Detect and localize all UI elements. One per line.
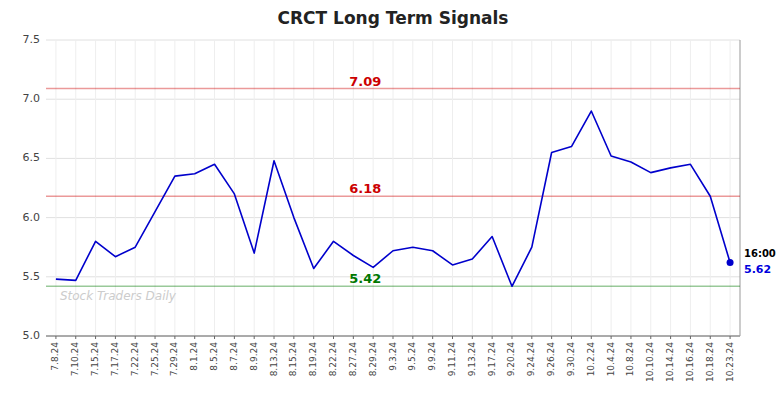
x-tick-label: 8.22.24 bbox=[328, 342, 338, 377]
x-tick-label: 7.8.24 bbox=[50, 342, 60, 371]
x-tick-label: 10.2.24 bbox=[586, 342, 596, 377]
x-grid-line bbox=[630, 40, 631, 336]
x-tick-label: 10.8.24 bbox=[625, 342, 635, 377]
x-grid-line bbox=[551, 40, 552, 336]
x-tick-label: 9.24.24 bbox=[526, 342, 536, 377]
x-tick-label: 9.20.24 bbox=[506, 342, 516, 377]
x-tick-label: 8.9.24 bbox=[249, 342, 259, 371]
chart: 5.0 5.5 6.0 6.5 7.0 7.5 7.8.24 7.10.24 7.15.24 7.… bbox=[0, 0, 784, 398]
series bbox=[56, 111, 734, 286]
x-tick-label: 8.29.24 bbox=[368, 342, 378, 377]
x-tick-label: 10.18.24 bbox=[705, 342, 715, 382]
x-tick-label: 7.15.24 bbox=[90, 342, 100, 377]
x-grid-line bbox=[55, 40, 56, 336]
x-tick-label: 8.15.24 bbox=[288, 342, 298, 377]
x-tick-label: 10.23.24 bbox=[725, 342, 735, 382]
reference-label: 6.18 bbox=[349, 181, 381, 196]
x-grid-line bbox=[571, 40, 572, 336]
x-tick-label: 8.27.24 bbox=[348, 342, 358, 377]
y-grid-line bbox=[46, 336, 740, 337]
x-grid-line bbox=[333, 40, 334, 336]
x-grid-line bbox=[611, 40, 612, 336]
reference-line bbox=[46, 88, 740, 90]
x-tick-label: 9.26.24 bbox=[546, 342, 556, 377]
x-tick-label: 9.5.24 bbox=[407, 342, 417, 371]
end-annotation: 16:00 bbox=[744, 248, 776, 259]
x-tick-label: 8.5.24 bbox=[209, 342, 219, 371]
y-tick-label: 7.0 bbox=[23, 92, 41, 105]
right-axis bbox=[740, 40, 741, 336]
x-grid-line bbox=[254, 40, 255, 336]
x-grid-line bbox=[234, 40, 235, 336]
x-tick-label: 7.17.24 bbox=[110, 342, 120, 377]
y-tick-label: 5.0 bbox=[23, 329, 41, 342]
x-tick-label: 9.9.24 bbox=[427, 342, 437, 371]
x-grid-line bbox=[293, 40, 294, 336]
x-grid-line bbox=[274, 40, 275, 336]
line bbox=[56, 111, 730, 286]
x-tick-label: 7.29.24 bbox=[169, 342, 179, 377]
reference-label: 7.09 bbox=[349, 74, 381, 89]
x-tick-label: 10.4.24 bbox=[606, 342, 616, 377]
end-annotation: 5.62 bbox=[744, 263, 771, 276]
grid bbox=[46, 40, 740, 336]
x-tick-label: 7.25.24 bbox=[150, 342, 160, 377]
x-grid-line bbox=[531, 40, 532, 336]
x-grid-line bbox=[710, 40, 711, 336]
reference-line bbox=[46, 286, 740, 288]
last-point bbox=[727, 259, 734, 266]
x-tick-label: 9.17.24 bbox=[487, 342, 497, 377]
y-tick-label: 5.5 bbox=[23, 270, 41, 283]
reference-lines bbox=[46, 89, 740, 287]
x-grid-line bbox=[730, 40, 731, 336]
y-tick-label: 6.0 bbox=[23, 211, 41, 224]
x-tick-label: 7.10.24 bbox=[70, 342, 80, 377]
x-grid-line bbox=[591, 40, 592, 336]
x-tick-label: 8.13.24 bbox=[269, 342, 279, 377]
x-grid-line bbox=[670, 40, 671, 336]
reference-label: 5.42 bbox=[349, 271, 381, 286]
x-grid-line bbox=[313, 40, 314, 336]
x-tick-label: 9.3.24 bbox=[388, 342, 398, 371]
x-tick-label: 9.13.24 bbox=[467, 342, 477, 377]
x-tick-label: 7.22.24 bbox=[130, 342, 140, 377]
x-tick-label: 10.14.24 bbox=[665, 342, 675, 382]
x-grid-line bbox=[511, 40, 512, 336]
x-tick-label: 8.7.24 bbox=[229, 342, 239, 371]
reference-line bbox=[46, 196, 740, 198]
x-tick-label: 10.16.24 bbox=[685, 342, 695, 382]
x-grid-line bbox=[194, 40, 195, 336]
y-tick-label: 7.5 bbox=[23, 33, 41, 46]
title: CRCT Long Term Signals bbox=[278, 8, 509, 28]
x-grid-line bbox=[393, 40, 394, 336]
x-tick-label: 10.10.24 bbox=[645, 342, 655, 382]
x-grid-line bbox=[214, 40, 215, 336]
x-tick-label: 9.30.24 bbox=[566, 342, 576, 377]
x-grid-line bbox=[492, 40, 493, 336]
x-tick-label: 9.11.24 bbox=[447, 342, 457, 377]
x-grid-line bbox=[650, 40, 651, 336]
x-axis bbox=[46, 336, 740, 337]
y-tick-label: 6.5 bbox=[23, 151, 41, 164]
x-grid-line bbox=[452, 40, 453, 336]
watermark: Stock Traders Daily bbox=[60, 289, 177, 303]
x-tick-label: 8.1.24 bbox=[189, 342, 199, 371]
x-grid-line bbox=[472, 40, 473, 336]
x-grid-line bbox=[690, 40, 691, 336]
x-tick-label: 8.19.24 bbox=[308, 342, 318, 377]
x-grid-line bbox=[432, 40, 433, 336]
x-grid-line bbox=[412, 40, 413, 336]
